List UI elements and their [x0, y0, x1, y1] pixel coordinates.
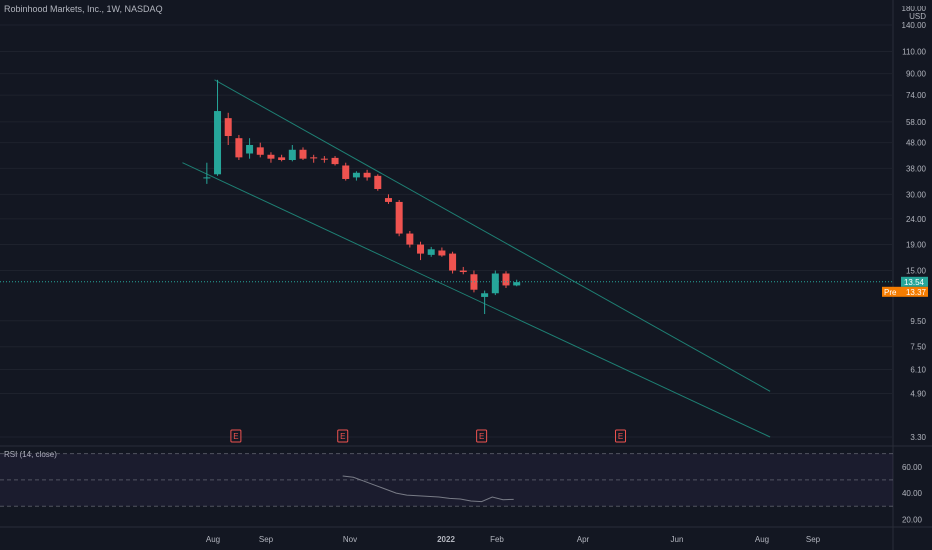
- price-axis[interactable]: 3.30 4.90 6.10 7.50 9.50 15.00 19.00 24.00 30.00…: [902, 21, 927, 524]
- candle-body: [256, 147, 264, 155]
- chart-title: Robinhood Markets, Inc., 1W, NASDAQ: [4, 4, 163, 14]
- candle-body: [438, 250, 446, 256]
- price-tick-label: 6.10: [910, 365, 926, 374]
- price-tick-label: 3.30: [910, 433, 926, 442]
- price-tick-label: 110.00: [902, 48, 926, 57]
- candle-body: [427, 249, 435, 255]
- candle-body: [513, 282, 521, 286]
- rsi-pane: [0, 453, 893, 507]
- time-tick-label: Aug: [755, 535, 769, 544]
- rsi-title: RSI (14, close): [4, 450, 57, 459]
- candle-body: [459, 270, 467, 273]
- time-tick-label: Nov: [343, 535, 357, 544]
- time-axis[interactable]: Aug Sep Nov 2022 Feb Apr Jun Aug Sep: [206, 535, 821, 544]
- channel-lower-line: [182, 162, 771, 438]
- earnings-marker-label: E: [340, 432, 345, 441]
- last-price-value: 13.54: [904, 278, 925, 287]
- time-tick-label: Aug: [206, 535, 220, 544]
- price-tick-label: 19.00: [906, 241, 927, 250]
- pre-market-label: Pre: [884, 288, 897, 297]
- candle-body: [203, 177, 211, 179]
- candle-body: [406, 233, 414, 245]
- currency-code: USD: [909, 12, 926, 21]
- earnings-marker: [615, 429, 627, 443]
- earnings-marker-label: E: [618, 432, 623, 441]
- earnings-marker-label: E: [233, 432, 238, 441]
- candle-body: [267, 154, 275, 159]
- candle-body: [331, 157, 339, 165]
- rsi-tick-label: 20.00: [902, 515, 923, 524]
- candle-body: [214, 111, 222, 175]
- earnings-marker: [230, 429, 242, 443]
- candles: [203, 79, 521, 315]
- rsi-tick-label: 60.00: [902, 463, 923, 472]
- price-tick-label: 9.50: [910, 317, 926, 326]
- rsi-tick-label: 40.00: [902, 489, 923, 498]
- currency-label: 180.00 USD: [902, 6, 926, 21]
- pre-market-tag: [882, 286, 928, 297]
- earnings-marker: [476, 429, 488, 443]
- time-tick-label: Feb: [490, 535, 504, 544]
- candle-body: [491, 273, 499, 294]
- time-tick-label: Jun: [671, 535, 684, 544]
- candle-body: [363, 172, 371, 178]
- candle-body: [470, 274, 478, 290]
- candle-body: [395, 201, 403, 234]
- downtrend-channel: [182, 79, 771, 438]
- candle-body: [449, 253, 457, 271]
- candle-body: [481, 293, 489, 297]
- price-lines: 13.54 Pre 13.37: [0, 276, 928, 297]
- candle-body: [224, 118, 232, 137]
- price-tick-label: 74.00: [906, 91, 927, 100]
- time-tick-label: Sep: [806, 535, 821, 544]
- price-tick-label: 7.50: [910, 343, 926, 352]
- channel-upper-line: [214, 79, 771, 392]
- price-tick-label: 4.90: [910, 390, 926, 399]
- earnings-marker-label: E: [479, 432, 484, 441]
- earnings-marker: [337, 429, 349, 443]
- candle-body: [374, 175, 382, 189]
- candle-body: [246, 144, 254, 154]
- price-tick-label: 48.00: [906, 139, 927, 148]
- time-tick-label: 2022: [437, 535, 455, 544]
- price-tick-label: 38.00: [906, 164, 927, 173]
- price-tick-label: 90.00: [906, 70, 927, 79]
- candle-body: [320, 158, 328, 160]
- last-price-tag: [901, 276, 928, 287]
- top-tick-partial: 180.00: [901, 6, 926, 12]
- candle-body: [288, 149, 296, 161]
- rsi-line: [342, 475, 514, 503]
- time-tick-label: Apr: [577, 535, 590, 544]
- time-tick-label: Sep: [259, 535, 274, 544]
- price-tick-label: 24.00: [906, 215, 927, 224]
- price-tick-label: 30.00: [906, 190, 927, 199]
- price-tick-label: 15.00: [906, 267, 927, 276]
- candle-body: [417, 244, 425, 254]
- candle-body: [310, 157, 318, 159]
- candle-body: [384, 198, 392, 202]
- candle-body: [278, 157, 286, 161]
- price-tick-label: 58.00: [906, 118, 927, 127]
- candle-body: [299, 149, 307, 159]
- candle-body: [502, 273, 510, 286]
- candle-body: [352, 172, 360, 178]
- price-tick-label: 140.00: [902, 21, 927, 30]
- pre-market-value: 13.37: [906, 288, 927, 297]
- candle-body: [342, 165, 350, 179]
- candle-body: [235, 138, 243, 158]
